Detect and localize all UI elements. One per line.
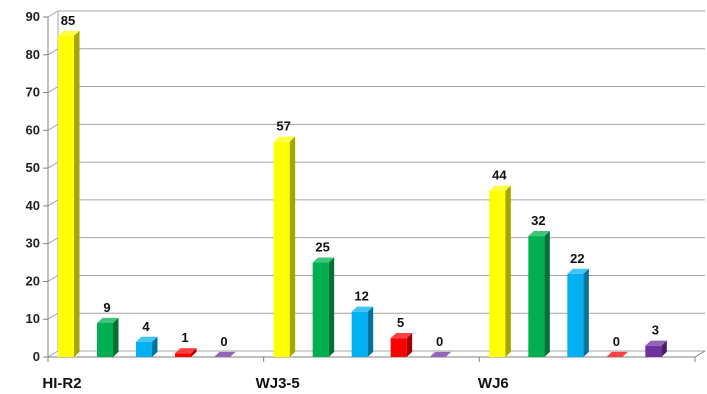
bar [273,141,290,357]
gridline-depth [47,199,59,207]
data-label: 5 [397,315,404,330]
gridline-depth [47,161,59,169]
bar-side [544,231,550,357]
data-label: 4 [142,319,150,334]
data-label: 9 [103,300,110,315]
y-tick-label: 70 [26,85,40,100]
data-label: 32 [531,213,545,228]
bar-side [328,257,335,357]
gridline-depth [47,237,59,245]
bar-side [505,185,511,357]
bar-side [583,268,589,357]
data-label: 0 [613,334,620,349]
bar [97,323,113,357]
bar-side [406,333,413,357]
bar [136,341,152,357]
gridline-depth [47,86,59,93]
bar-side [367,306,374,357]
x-category-label: HI-R2 [42,375,81,392]
data-label: 22 [570,251,584,266]
y-tick-label: 0 [33,349,40,364]
bar-top [489,185,511,191]
bar-top [58,30,80,36]
y-tick-label: 10 [26,311,40,326]
gridline-depth [47,312,59,320]
y-tick-label: 20 [26,273,40,288]
bar [489,190,506,357]
data-label: 0 [436,334,443,349]
x-axis-end-line [694,350,706,358]
x-category-label: WJ3-5 [256,375,300,392]
bar-side [113,317,119,357]
bar-top [606,351,628,357]
bar-top [528,231,550,237]
grid [47,10,705,358]
data-label: 1 [181,330,188,345]
bar [645,345,662,357]
data-label: 25 [315,239,329,254]
y-tick-label: 60 [26,122,40,137]
y-tick-label: 30 [26,236,40,251]
bar [312,262,329,357]
bar-top [390,333,413,339]
gridline-depth [47,123,59,131]
bar-top [645,340,667,346]
bar-top [429,351,452,357]
data-label: 85 [61,13,75,28]
bar-side [661,340,667,357]
bar-side [289,136,296,357]
bar-top [214,351,236,357]
y-tick-label: 90 [26,9,40,24]
y-tick-label: 40 [26,198,40,213]
data-label: 3 [652,323,659,338]
bar-top [175,348,197,354]
bar [175,353,191,357]
bar-side [74,30,80,358]
data-label: 57 [276,119,290,134]
bar-side [152,336,158,357]
data-label: 0 [220,334,227,349]
gridline-depth [47,275,59,282]
bar-top [97,317,119,323]
bar [528,236,545,357]
bar-top [312,257,335,263]
y-tick-label: 80 [26,47,40,62]
gridline-depth [47,48,59,56]
y-tick-label: 50 [26,160,40,175]
gridline-depth [47,10,59,18]
gridline-depth [47,350,59,358]
bar-side [191,348,197,357]
bar [390,338,407,357]
data-label: 12 [354,289,368,304]
bar-top [136,336,158,342]
bar-top [351,306,374,312]
labels: 85 9 4 1 0 HI-R2 57 25 12 5 0 WJ3-5 44 32 22 0 3 WJ6 [42,13,659,392]
data-label: 44 [492,168,507,183]
bar-top [273,136,296,142]
x-category-label: WJ6 [478,375,509,392]
bar-top [567,268,589,274]
bar [567,273,584,357]
bars [58,30,667,358]
bar [58,35,74,358]
bar [351,311,368,357]
